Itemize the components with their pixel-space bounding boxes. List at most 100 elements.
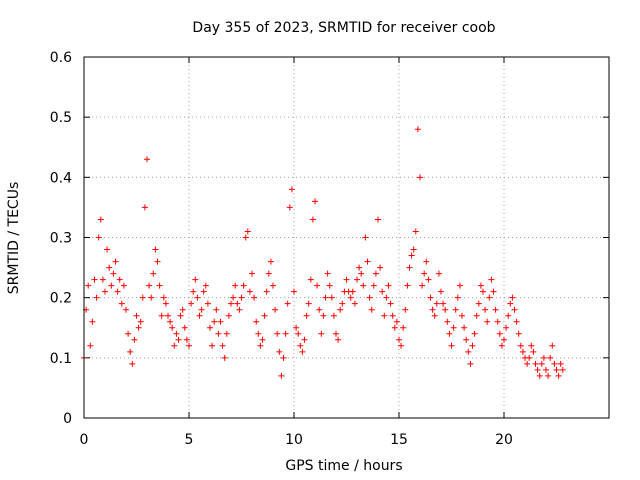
data-point (131, 336, 138, 343)
data-point (456, 282, 463, 289)
data-point (217, 318, 224, 325)
data-point (267, 258, 274, 265)
data-point (171, 342, 178, 349)
data-point (265, 270, 272, 277)
y-axis-label: SRMTID / TECUs (6, 182, 22, 295)
data-point (433, 300, 440, 307)
data-point (293, 324, 300, 331)
y-tick-label: 0.5 (50, 110, 72, 126)
data-point (536, 372, 543, 379)
data-point (442, 306, 449, 313)
y-tick-label: 0.2 (50, 291, 72, 307)
data-point (505, 312, 512, 319)
data-point (194, 294, 201, 301)
data-point (165, 312, 171, 319)
data-point (158, 312, 165, 319)
data-point (549, 342, 556, 349)
data-point (519, 348, 526, 355)
data-point (431, 312, 438, 319)
data-point (547, 354, 554, 361)
data-point (286, 204, 293, 211)
data-point (87, 342, 94, 349)
data-point (492, 306, 499, 313)
data-point (123, 306, 129, 313)
axis-ticks: 0 0.1 0.2 0.3 0.4 0.5 0.6 0 5 10 15 20 (50, 50, 609, 448)
data-point (339, 300, 346, 307)
data-point (498, 342, 505, 349)
data-point (110, 270, 117, 277)
data-point (488, 276, 495, 283)
data-point (255, 330, 262, 337)
data-point (148, 294, 155, 301)
data-point (303, 312, 310, 319)
data-point (534, 366, 541, 373)
data-point (412, 228, 419, 235)
data-point (461, 324, 468, 331)
data-point (152, 246, 159, 253)
data-point (183, 336, 190, 343)
data-point (179, 306, 186, 313)
data-point (282, 330, 289, 337)
data-point (503, 324, 510, 331)
data-point (324, 270, 331, 277)
data-point (482, 306, 489, 313)
data-point (259, 336, 266, 343)
data-point (370, 282, 377, 289)
data-point (486, 294, 493, 301)
data-point (402, 306, 409, 313)
data-point (501, 336, 507, 343)
data-point (494, 318, 501, 325)
data-point (398, 342, 405, 349)
data-point (249, 270, 255, 277)
data-point (559, 366, 566, 373)
data-point (118, 300, 125, 307)
plot-frame (83, 56, 610, 419)
data-point (438, 288, 444, 295)
data-point (381, 312, 388, 319)
data-point (389, 312, 396, 319)
data-point (511, 306, 518, 313)
data-point (400, 324, 407, 331)
data-point (204, 300, 211, 307)
data-point (419, 282, 426, 289)
data-point (337, 306, 344, 313)
data-point (543, 366, 549, 373)
data-point (133, 312, 140, 319)
data-point (253, 318, 260, 325)
data-point (186, 342, 192, 349)
data-point (99, 276, 106, 283)
data-point (223, 330, 230, 337)
data-point (393, 318, 400, 325)
data-point (156, 282, 163, 289)
data-point (93, 294, 100, 301)
data-point (278, 372, 285, 379)
data-point (440, 300, 447, 307)
data-point (343, 276, 350, 283)
data-point (284, 300, 291, 307)
data-point (207, 324, 213, 331)
data-point (270, 282, 276, 289)
x-tick-label: 20 (495, 432, 513, 448)
data-point (297, 342, 304, 349)
data-point (322, 294, 329, 301)
data-point (366, 294, 373, 301)
data-point (540, 354, 547, 361)
x-axis-label: GPS time / hours (285, 458, 402, 474)
data-point (97, 216, 104, 223)
y-tick-label: 0.1 (50, 351, 72, 367)
data-point (528, 342, 535, 349)
data-point (288, 186, 295, 193)
data-point (473, 312, 480, 319)
data-point (276, 348, 283, 355)
data-point (538, 360, 545, 367)
data-points (81, 126, 566, 379)
data-point (230, 294, 237, 301)
data-point (490, 288, 497, 295)
data-point (509, 294, 516, 301)
data-point (154, 258, 161, 265)
data-point (513, 318, 520, 325)
data-point (299, 348, 306, 355)
data-point (448, 342, 455, 349)
data-point (379, 288, 386, 295)
data-point (435, 270, 442, 277)
